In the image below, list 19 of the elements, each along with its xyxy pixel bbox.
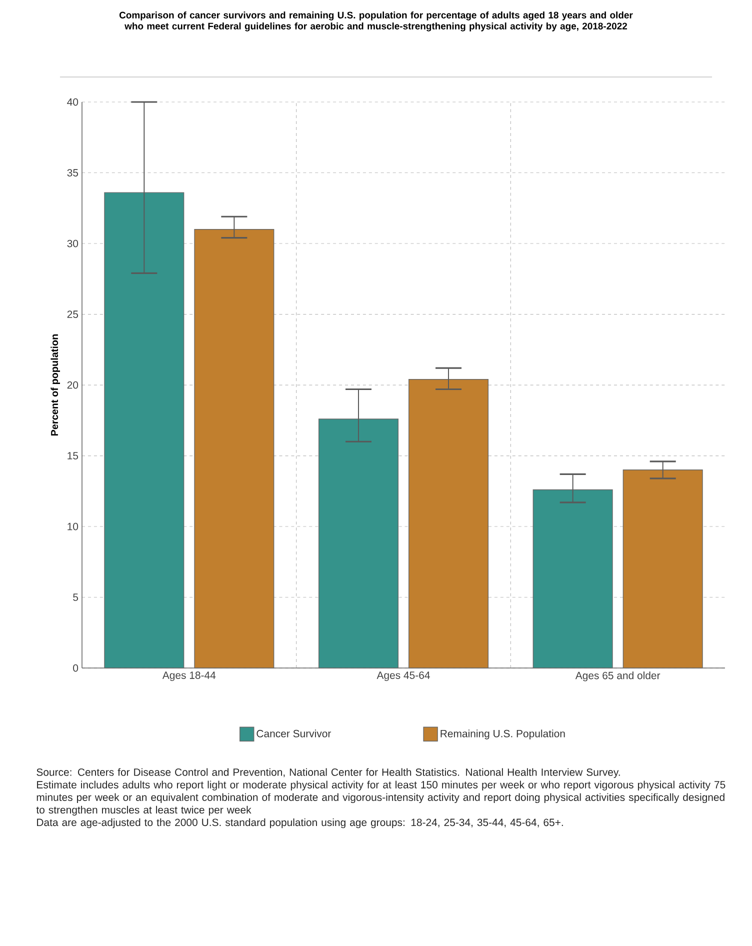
y-axis-title: Percent of population — [50, 334, 60, 436]
y-tick-label: 35 — [67, 169, 78, 176]
x-tick-label: Ages 45-64 — [376, 672, 430, 682]
legend-label: Cancer Survivor — [256, 730, 332, 738]
source-note: Source: Centers for Disease Control and Prevention, National Center for Health Statistics. National Health Interview Survey. — [36, 768, 620, 778]
x-tick-label: Ages 65 and older — [575, 672, 660, 682]
y-tick-label: 5 — [73, 594, 78, 601]
text: Data are age-adjusted to the 2000 U.S. standard population using age groups: 18-24, 25-34, 35-44, 45-64, 65+. — [37, 818, 563, 828]
chart-title: Comparison of cancer survivors and remaining U.S. population for percentage of adults aged 18 years and older who meet current Federal guidelines for aerobic and muscle-strengthening physical activity by age, 2018-2022 — [119, 12, 633, 32]
text: Estimate includes adults who report light or moderate physical activity for at least 150 minutes per week or who report vigorous physical activity 75 minutes per week or an equivalent combination of moderate and vigorous-intensity activity and report doing physical activities specifically designed to strengthen muscles at least twice per week — [36, 780, 726, 816]
y-tick-label: 20 — [67, 381, 78, 389]
y-tick-label: 30 — [67, 240, 78, 248]
y-tick-label: 10 — [68, 522, 78, 530]
y-tick-label: 15 — [68, 452, 78, 460]
x-tick-label: Ages 18-44 — [162, 672, 216, 682]
y-tick-label: 0 — [73, 664, 78, 672]
y-tick-label: 25 — [67, 310, 78, 318]
legend-label: Remaining U.S. Population — [440, 730, 565, 740]
y-tick-label: 40 — [67, 98, 78, 106]
